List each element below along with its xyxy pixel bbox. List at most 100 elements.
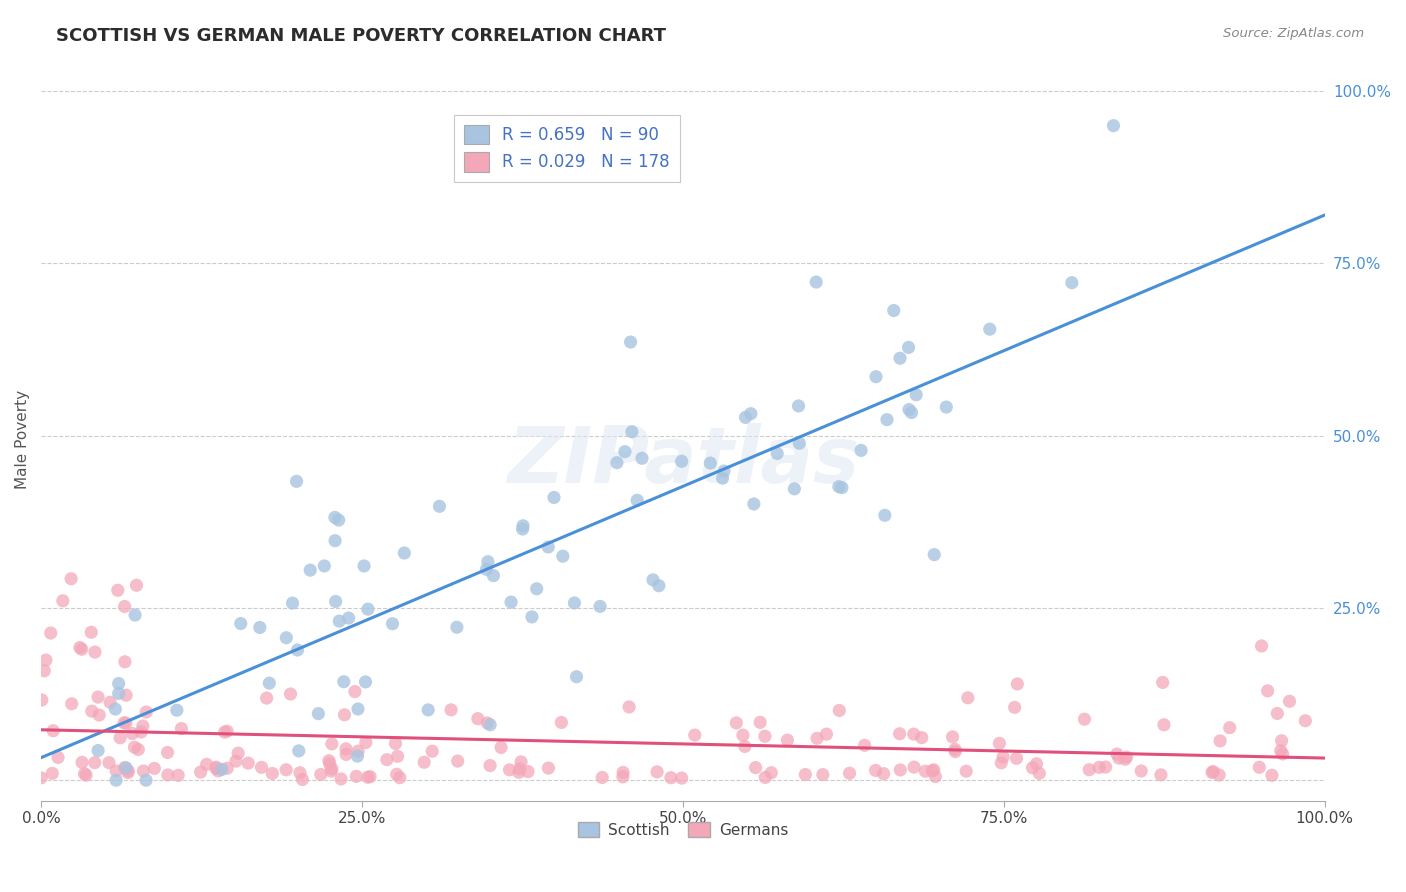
Point	[761, 765, 783, 780]
Point	[671, 454, 693, 468]
Text: ZIPatlas: ZIPatlas	[506, 423, 859, 499]
Point	[156, 746, 179, 760]
Point	[612, 765, 634, 780]
Point	[1021, 761, 1043, 775]
Point	[98, 756, 121, 770]
Point	[335, 742, 357, 756]
Point	[1257, 684, 1279, 698]
Point	[617, 700, 640, 714]
Point	[60, 697, 83, 711]
Point	[565, 670, 588, 684]
Point	[440, 703, 463, 717]
Point	[288, 765, 311, 780]
Point	[543, 491, 565, 505]
Point	[353, 559, 375, 574]
Point	[1060, 276, 1083, 290]
Point	[510, 755, 533, 769]
Point	[166, 703, 188, 717]
Point	[446, 620, 468, 634]
Point	[318, 756, 340, 771]
Point	[889, 727, 911, 741]
Point	[648, 579, 671, 593]
Point	[1261, 768, 1284, 782]
Point	[922, 763, 945, 777]
Point	[551, 549, 574, 564]
Point	[911, 731, 934, 745]
Point	[645, 764, 668, 779]
Point	[114, 761, 136, 775]
Point	[477, 716, 499, 731]
Point	[344, 769, 367, 783]
Point	[1102, 119, 1125, 133]
Point	[238, 756, 260, 771]
Point	[215, 724, 238, 739]
Point	[482, 568, 505, 582]
Point	[107, 676, 129, 690]
Point	[606, 456, 628, 470]
Point	[132, 764, 155, 778]
Point	[589, 599, 612, 614]
Point	[683, 728, 706, 742]
Point	[287, 643, 309, 657]
Point	[80, 625, 103, 640]
Point	[620, 425, 643, 439]
Point	[318, 754, 340, 768]
Point	[905, 388, 928, 402]
Point	[307, 706, 329, 721]
Point	[811, 767, 834, 781]
Point	[328, 614, 350, 628]
Point	[321, 737, 343, 751]
Text: SCOTTISH VS GERMAN MALE POVERTY CORRELATION CHART: SCOTTISH VS GERMAN MALE POVERTY CORRELAT…	[56, 27, 666, 45]
Point	[489, 740, 512, 755]
Point	[740, 407, 762, 421]
Point	[124, 607, 146, 622]
Point	[276, 763, 298, 777]
Point	[259, 676, 281, 690]
Point	[80, 704, 103, 718]
Point	[83, 756, 105, 770]
Point	[117, 765, 139, 780]
Point	[314, 558, 336, 573]
Point	[299, 563, 322, 577]
Point	[335, 747, 357, 762]
Point	[613, 444, 636, 458]
Point	[333, 707, 356, 722]
Point	[641, 573, 664, 587]
Point	[889, 351, 911, 366]
Point	[124, 740, 146, 755]
Point	[190, 765, 212, 780]
Point	[195, 757, 218, 772]
Point	[619, 334, 641, 349]
Point	[89, 708, 111, 723]
Point	[107, 686, 129, 700]
Point	[34, 664, 56, 678]
Point	[550, 715, 572, 730]
Point	[659, 771, 682, 785]
Point	[1088, 760, 1111, 774]
Point	[804, 275, 827, 289]
Point	[671, 771, 693, 785]
Point	[508, 765, 530, 780]
Point	[359, 770, 381, 784]
Point	[903, 760, 925, 774]
Point	[943, 745, 966, 759]
Point	[328, 513, 350, 527]
Point	[499, 595, 522, 609]
Point	[249, 620, 271, 634]
Point	[226, 746, 249, 760]
Point	[276, 631, 298, 645]
Point	[114, 599, 136, 614]
Point	[897, 340, 920, 354]
Point	[447, 754, 470, 768]
Point	[1078, 763, 1101, 777]
Point	[375, 753, 398, 767]
Point	[1150, 768, 1173, 782]
Point	[104, 702, 127, 716]
Point	[849, 443, 872, 458]
Point	[1219, 721, 1241, 735]
Point	[754, 771, 776, 785]
Point	[873, 508, 896, 523]
Point	[333, 674, 356, 689]
Point	[107, 583, 129, 598]
Point	[115, 761, 138, 775]
